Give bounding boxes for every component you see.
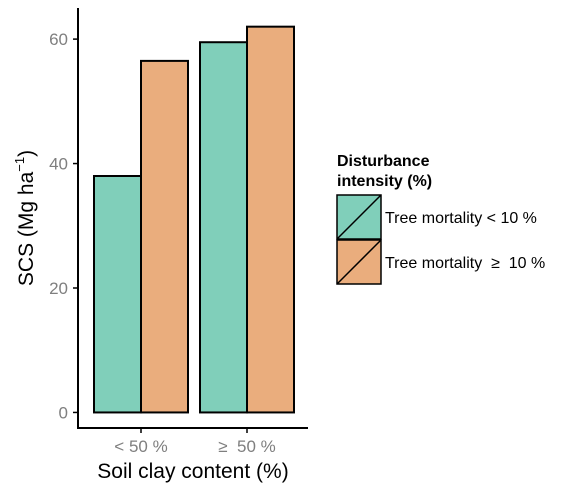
axes-group	[77, 8, 308, 429]
y-tick-label-2: 40	[49, 155, 68, 174]
x-tick-label-0: < 50 %	[114, 437, 167, 456]
legend-label-1: Tree mortality < 10 %	[385, 210, 537, 227]
bar-series1-cat2	[199, 41, 248, 414]
y-tick-label-0: 0	[59, 403, 68, 422]
bar-series1-cat1	[93, 175, 142, 414]
legend-key-diagonal-1	[336, 194, 382, 240]
y-axis-title: SCS (Mg ha−1)	[12, 150, 38, 286]
legend-items: Tree mortality < 10 % Tree mortality ≥ 10…	[336, 194, 545, 285]
x-axis-title: Soil clay content (%)	[97, 460, 288, 483]
y-ticks-group: 0 20 40 60	[49, 30, 78, 422]
y-axis-title-superscript: −1	[12, 157, 27, 172]
y-axis-title-close: )	[15, 150, 38, 157]
legend-title-line2: intensity (%)	[337, 173, 432, 190]
legend: Disturbance intensity (%) Tree mortality…	[336, 153, 545, 285]
bars-group	[93, 25, 295, 414]
y-tick-label-1: 20	[49, 279, 68, 298]
bar-series2-cat1	[140, 59, 189, 414]
legend-label-2: Tree mortality ≥ 10 %	[385, 255, 545, 272]
bar-series2-cat2	[246, 25, 295, 414]
y-tick-label-3: 60	[49, 30, 68, 49]
x-tick-label-1: ≥ 50 %	[218, 437, 276, 456]
legend-key-diagonal-2	[336, 239, 382, 285]
y-axis-title-main: SCS (Mg ha	[15, 171, 38, 286]
x-ticks-group: < 50 % ≥ 50 %	[114, 428, 276, 456]
legend-title-line1: Disturbance	[337, 153, 430, 170]
